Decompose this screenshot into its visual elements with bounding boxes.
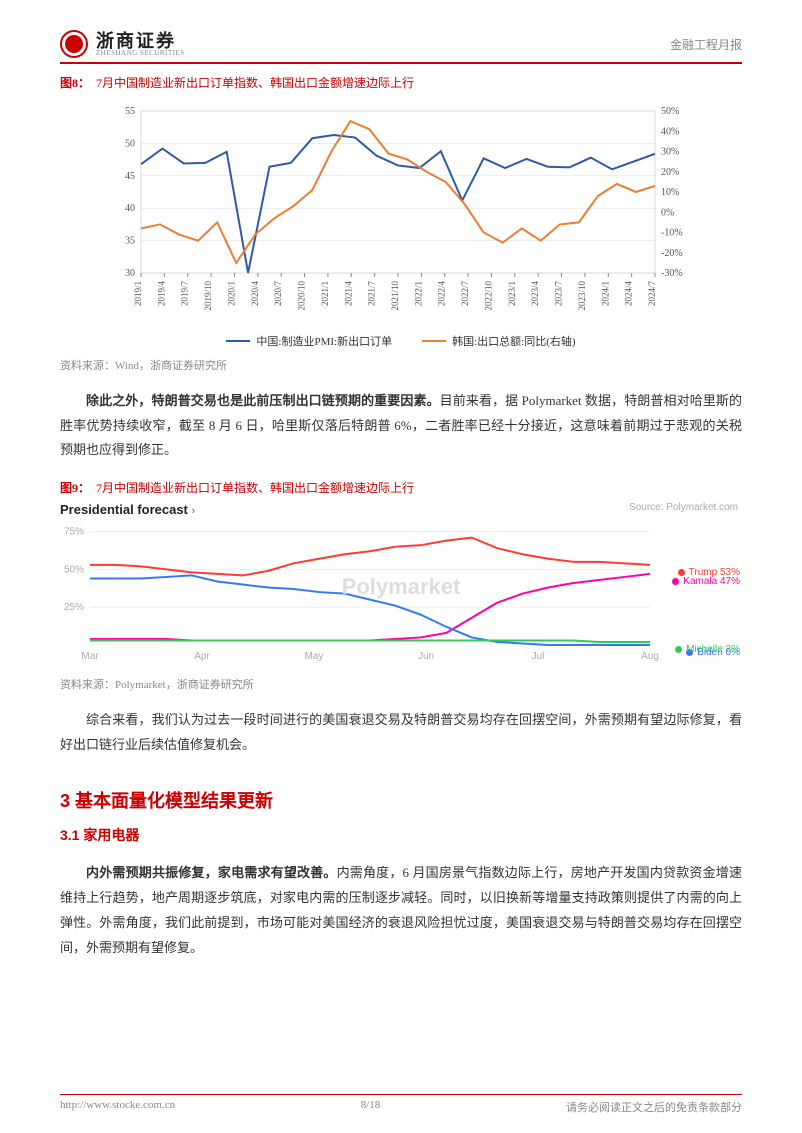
fig8-title: 7月中国制造业新出口订单指数、韩国出口金额增速边际上行 (96, 76, 414, 90)
svg-text:55: 55 (125, 106, 135, 117)
page-footer: http://www.stocke.com.cn 8/18 请务必阅读正文之后的… (60, 1094, 742, 1115)
legend-swatch (422, 340, 446, 342)
svg-text:Aug: Aug (641, 651, 659, 662)
svg-text:2024/4: 2024/4 (624, 281, 634, 307)
svg-text:2023/4: 2023/4 (530, 281, 540, 307)
fig9-title-row: 图9： 7月中国制造业新出口订单指数、韩国出口金额增速边际上行 (60, 479, 742, 496)
svg-text:2019/7: 2019/7 (180, 281, 190, 307)
svg-text:2019/4: 2019/4 (156, 281, 166, 307)
fig8-title-row: 图8： 7月中国制造业新出口订单指数、韩国出口金额增速边际上行 (60, 74, 742, 91)
series-dot-icon (672, 578, 679, 585)
legend-item: 中国:制造业PMI:新出口订单 (226, 333, 392, 349)
fig9-title: 7月中国制造业新出口订单指数、韩国出口金额增速边际上行 (96, 481, 414, 495)
svg-text:2023/10: 2023/10 (577, 281, 587, 311)
page-header: 浙商证券 ZHESHANG SECURITIES 金融工程月报 (60, 30, 742, 64)
svg-text:2023/1: 2023/1 (507, 281, 517, 306)
svg-text:2020/7: 2020/7 (273, 281, 283, 307)
svg-text:Apr: Apr (194, 651, 210, 662)
svg-text:35: 35 (125, 236, 135, 247)
fig8-label: 图8： (60, 76, 90, 90)
fig9-svg: 25% 50% 75% Mar Apr May Jun Jul Aug (60, 518, 730, 663)
section3-1-bold: 内外需预期共振修复，家电需求有望改善。 (86, 865, 337, 880)
legend-label: 中国:制造业PMI:新出口订单 (256, 333, 392, 349)
section3-1-heading: 3.1 家用电器 (60, 825, 742, 845)
footer-url: http://www.stocke.com.cn (60, 1099, 175, 1115)
svg-text:Jul: Jul (532, 651, 545, 662)
fig9-chart: Presidential forecast › Source: Polymark… (60, 502, 742, 672)
series-dot-icon (678, 569, 685, 576)
footer-page: 8/18 (361, 1099, 381, 1115)
series-end-label: Kamala 47% (672, 576, 740, 587)
svg-text:50: 50 (125, 138, 135, 149)
svg-text:2022/1: 2022/1 (413, 281, 423, 306)
svg-text:Jun: Jun (418, 651, 434, 662)
svg-text:75%: 75% (64, 527, 84, 538)
paragraph-trump-trade: 除此之外，特朗普交易也是此前压制出口链预期的重要因素。目前来看，据 Polyma… (60, 389, 742, 463)
section3-1-para: 内外需预期共振修复，家电需求有望改善。内需角度，6 月国房景气指数边际上行，房地… (60, 861, 742, 960)
brand-logo: 浙商证券 ZHESHANG SECURITIES (60, 30, 185, 58)
brand-name-cn: 浙商证券 (96, 32, 185, 50)
svg-text:-10%: -10% (661, 228, 683, 239)
series-label: Michelle 2% (686, 644, 740, 655)
svg-text:2021/1: 2021/1 (320, 281, 330, 306)
svg-text:2021/7: 2021/7 (367, 281, 377, 307)
paragraph-summary: 综合来看，我们认为过去一段时间进行的美国衰退交易及特朗普交易均存在回摆空间，外需… (60, 708, 742, 757)
svg-text:30%: 30% (661, 147, 679, 158)
svg-text:2021/4: 2021/4 (343, 281, 353, 307)
svg-text:45: 45 (125, 171, 135, 182)
chevron-right-icon: › (192, 505, 196, 517)
svg-text:-30%: -30% (661, 268, 683, 279)
svg-text:2022/7: 2022/7 (460, 281, 470, 307)
svg-text:2020/1: 2020/1 (226, 281, 236, 306)
fig9-source: 资料来源：Polymarket，浙商证券研究所 (60, 676, 742, 692)
legend-item: 韩国:出口总额:同比(右轴) (422, 333, 575, 349)
svg-text:2019/1: 2019/1 (133, 281, 143, 306)
fig9-source-tag: Source: Polymarket.com (629, 502, 738, 513)
svg-text:Mar: Mar (81, 651, 99, 662)
series-label: Kamala 47% (683, 576, 740, 587)
series-dot-icon (675, 646, 682, 653)
svg-text:2022/4: 2022/4 (437, 281, 447, 307)
svg-text:20%: 20% (661, 167, 679, 178)
logo-icon (60, 30, 88, 58)
svg-text:2024/7: 2024/7 (647, 281, 657, 307)
svg-text:May: May (305, 651, 324, 662)
svg-text:10%: 10% (661, 187, 679, 198)
report-type: 金融工程月报 (670, 36, 742, 53)
para1-bold: 除此之外，特朗普交易也是此前压制出口链预期的重要因素。 (86, 393, 440, 408)
fig8-svg: 30 35 40 45 50 55 -30% -20% -10% 0% 10% 20% 30% 40% 50… (101, 101, 701, 331)
svg-text:40%: 40% (661, 126, 679, 137)
svg-text:50%: 50% (64, 564, 84, 575)
svg-text:2021/10: 2021/10 (390, 281, 400, 311)
svg-text:0%: 0% (661, 207, 674, 218)
svg-text:-20%: -20% (661, 248, 683, 259)
svg-text:2022/10: 2022/10 (483, 281, 493, 311)
svg-text:25%: 25% (64, 602, 84, 613)
fig8-chart: 30 35 40 45 50 55 -30% -20% -10% 0% 10% 20% 30% 40% 50… (60, 97, 742, 353)
forecast-title: Presidential forecast › (60, 502, 195, 517)
fig8-source: 资料来源：Wind，浙商证券研究所 (60, 357, 742, 373)
fig9-label: 图9： (60, 481, 90, 495)
fig8-legend: 中国:制造业PMI:新出口订单 韩国:出口总额:同比(右轴) (60, 333, 742, 349)
section3-heading: 3 基本面量化模型结果更新 (60, 787, 742, 813)
svg-text:2019/10: 2019/10 (203, 281, 213, 311)
svg-text:50%: 50% (661, 106, 679, 117)
legend-swatch (226, 340, 250, 342)
svg-text:2023/7: 2023/7 (554, 281, 564, 307)
footer-disclaimer: 请务必阅读正文之后的免责条款部分 (566, 1099, 742, 1115)
svg-text:2020/10: 2020/10 (297, 281, 307, 311)
brand-name-en: ZHESHANG SECURITIES (96, 50, 185, 57)
svg-text:2024/1: 2024/1 (600, 281, 610, 306)
legend-label: 韩国:出口总额:同比(右轴) (452, 333, 575, 349)
svg-text:2020/4: 2020/4 (250, 281, 260, 307)
series-end-label: Michelle 2% (675, 644, 740, 655)
svg-text:40: 40 (125, 203, 135, 214)
svg-text:30: 30 (125, 268, 135, 279)
